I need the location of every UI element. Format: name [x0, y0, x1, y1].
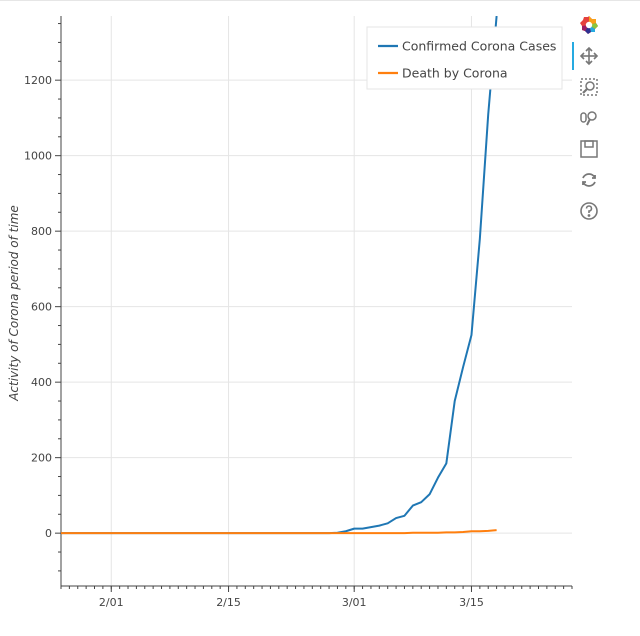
- y-tick-label: 200: [31, 452, 52, 465]
- legend-label[interactable]: Death by Corona: [402, 66, 508, 81]
- axes: [60, 16, 572, 587]
- y-tick-label: 800: [31, 225, 52, 238]
- wheel-zoom-icon[interactable]: [576, 105, 602, 131]
- series-line-confirmed-cases: [61, 16, 498, 535]
- legend-label[interactable]: Confirmed Corona Cases: [402, 39, 556, 54]
- box-zoom-icon[interactable]: [576, 74, 602, 100]
- x-axis-ticks: 2/01 2/15 3/01 3/15: [60, 586, 573, 609]
- save-icon[interactable]: [576, 136, 602, 162]
- x-tick-label: 3/15: [459, 596, 484, 609]
- y-axis-ticks: 0 200 400 600 800 1000 1200: [24, 23, 61, 572]
- bokeh-logo-icon[interactable]: [576, 12, 602, 38]
- legend[interactable]: Confirmed Corona Cases Death by Corona: [366, 26, 563, 90]
- y-tick-label: 400: [31, 376, 52, 389]
- grid-lines: [61, 16, 572, 586]
- y-tick-label: 1000: [24, 150, 52, 163]
- y-axis-label: Activity of Corona period of time: [7, 205, 21, 402]
- x-tick-label: 3/01: [342, 596, 367, 609]
- active-tool-indicator: [572, 42, 574, 70]
- x-tick-label: 2/15: [216, 596, 241, 609]
- plot-area: [61, 16, 498, 535]
- reset-icon[interactable]: [576, 167, 602, 193]
- pan-icon[interactable]: [576, 43, 602, 69]
- y-tick-label: 0: [45, 527, 52, 540]
- chart-toolbar: [572, 12, 604, 224]
- y-tick-label: 600: [31, 301, 52, 314]
- top-border: [0, 0, 640, 1]
- help-icon[interactable]: [576, 198, 602, 224]
- y-tick-label: 1200: [24, 74, 52, 87]
- legend-box: [366, 26, 563, 90]
- x-tick-label: 2/01: [99, 596, 124, 609]
- series-line-deaths: [61, 529, 497, 535]
